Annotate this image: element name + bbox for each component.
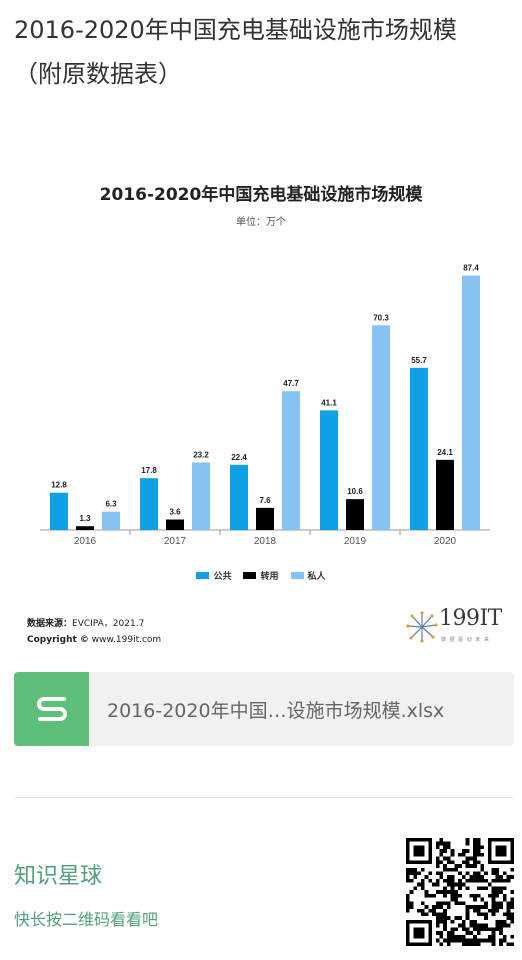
x-tick-label: 2018 [254,536,277,547]
copyright-value: www.199it.com [91,635,162,645]
legend-label-public: 公共 [213,572,232,582]
legend-item-public: 公共 [196,569,231,582]
data-label: 22.4 [231,453,247,462]
logo-text: 199IT [439,606,502,631]
bar-dedicated-2018 [256,507,274,530]
dandelion-icon [406,611,438,643]
bar-public-2018 [230,464,248,530]
bar-private-2016 [102,511,120,530]
data-label: 7.6 [259,496,271,505]
bar-public-2017 [140,478,158,530]
data-label: 24.1 [437,448,453,457]
data-label: 1.3 [79,514,91,523]
spreadsheet-s-icon [14,672,89,746]
x-tick-label: 2016 [74,536,97,547]
bar-chart: 12.8 1.3 6.3 2016 17.8 3.6 23.2 2017 22.4 7.6 47.7… [40,264,490,547]
source-label: 数据来源： [27,619,73,629]
bar-dedicated-2020 [436,459,454,530]
legend-item-private: 私人 [290,569,326,582]
chart-figure: 12.8 1.3 6.3 2016 17.8 3.6 23.2 2017 22.4 7.6 47.7… [0,160,522,660]
legend-swatch-public [196,572,210,579]
source-value: EVCIPA，2021.7 [72,619,145,629]
planet-title: 知识星球 [14,864,103,889]
data-label: 47.7 [283,379,299,388]
copyright-line: Copyright © www.199it.com [27,632,161,648]
bar-public-2020 [410,367,428,530]
data-label: 41.1 [321,398,337,407]
source-block: 数据来源：EVCIPA，2021.7 Copyright © www.199it… [27,616,161,648]
x-tick-label: 2017 [164,536,187,547]
legend-swatch-private [290,572,304,579]
brand-logo: 199IT 数 据 驱 动 未 来 [405,606,510,650]
post-title-line-2: （附原数据表） [14,60,182,88]
legend-swatch-dedicated [243,572,257,579]
bar-public-2016 [50,492,68,530]
attachment-filename: 2016-2020年中国…设施市场规模.xlsx [107,699,445,722]
data-label: 70.3 [373,313,389,322]
chart-legend: 公共 转用 私人 [0,569,522,582]
bar-dedicated-2019 [346,499,364,530]
legend-label-private: 私人 [307,572,326,582]
bar-public-2019 [320,410,338,530]
bar-private-2019 [372,325,390,530]
copyright-label: Copyright © [27,635,89,645]
qr-code-icon[interactable] [406,838,514,946]
bar-dedicated-2017 [166,519,184,530]
data-label: 6.3 [105,500,117,509]
attachment-file[interactable]: 2016-2020年中国…设施市场规模.xlsx [14,672,514,746]
source-line: 数据来源：EVCIPA，2021.7 [27,616,161,632]
chart-unit: 单位：万个 [236,217,286,228]
post-title-line-1: 2016-2020年中国充电基础设施市场规模 [14,16,457,44]
legend-item-dedicated: 转用 [243,569,279,582]
bar-private-2020 [462,275,480,530]
chart-title: 2016-2020年中国充电基础设施市场规模 [99,185,423,205]
logo-tagline: 数 据 驱 动 未 来 [441,637,490,643]
data-label: 87.4 [463,264,479,273]
data-label: 55.7 [411,356,427,365]
bar-dedicated-2016 [76,526,94,530]
data-label: 12.8 [51,481,67,490]
data-label: 23.2 [193,450,209,459]
legend-label-dedicated: 转用 [260,572,279,582]
data-label: 17.8 [141,466,157,475]
data-label: 3.6 [169,508,181,517]
bar-private-2018 [282,391,300,530]
divider [14,797,514,798]
post-title: 2016-2020年中国充电基础设施市场规模 （附原数据表） [14,8,514,96]
planet-subtitle: 快长按二维码看看吧 [14,910,159,929]
bar-private-2017 [192,462,210,530]
data-label: 10.6 [347,487,363,496]
x-tick-label: 2020 [434,536,457,547]
x-tick-label: 2019 [344,536,367,547]
